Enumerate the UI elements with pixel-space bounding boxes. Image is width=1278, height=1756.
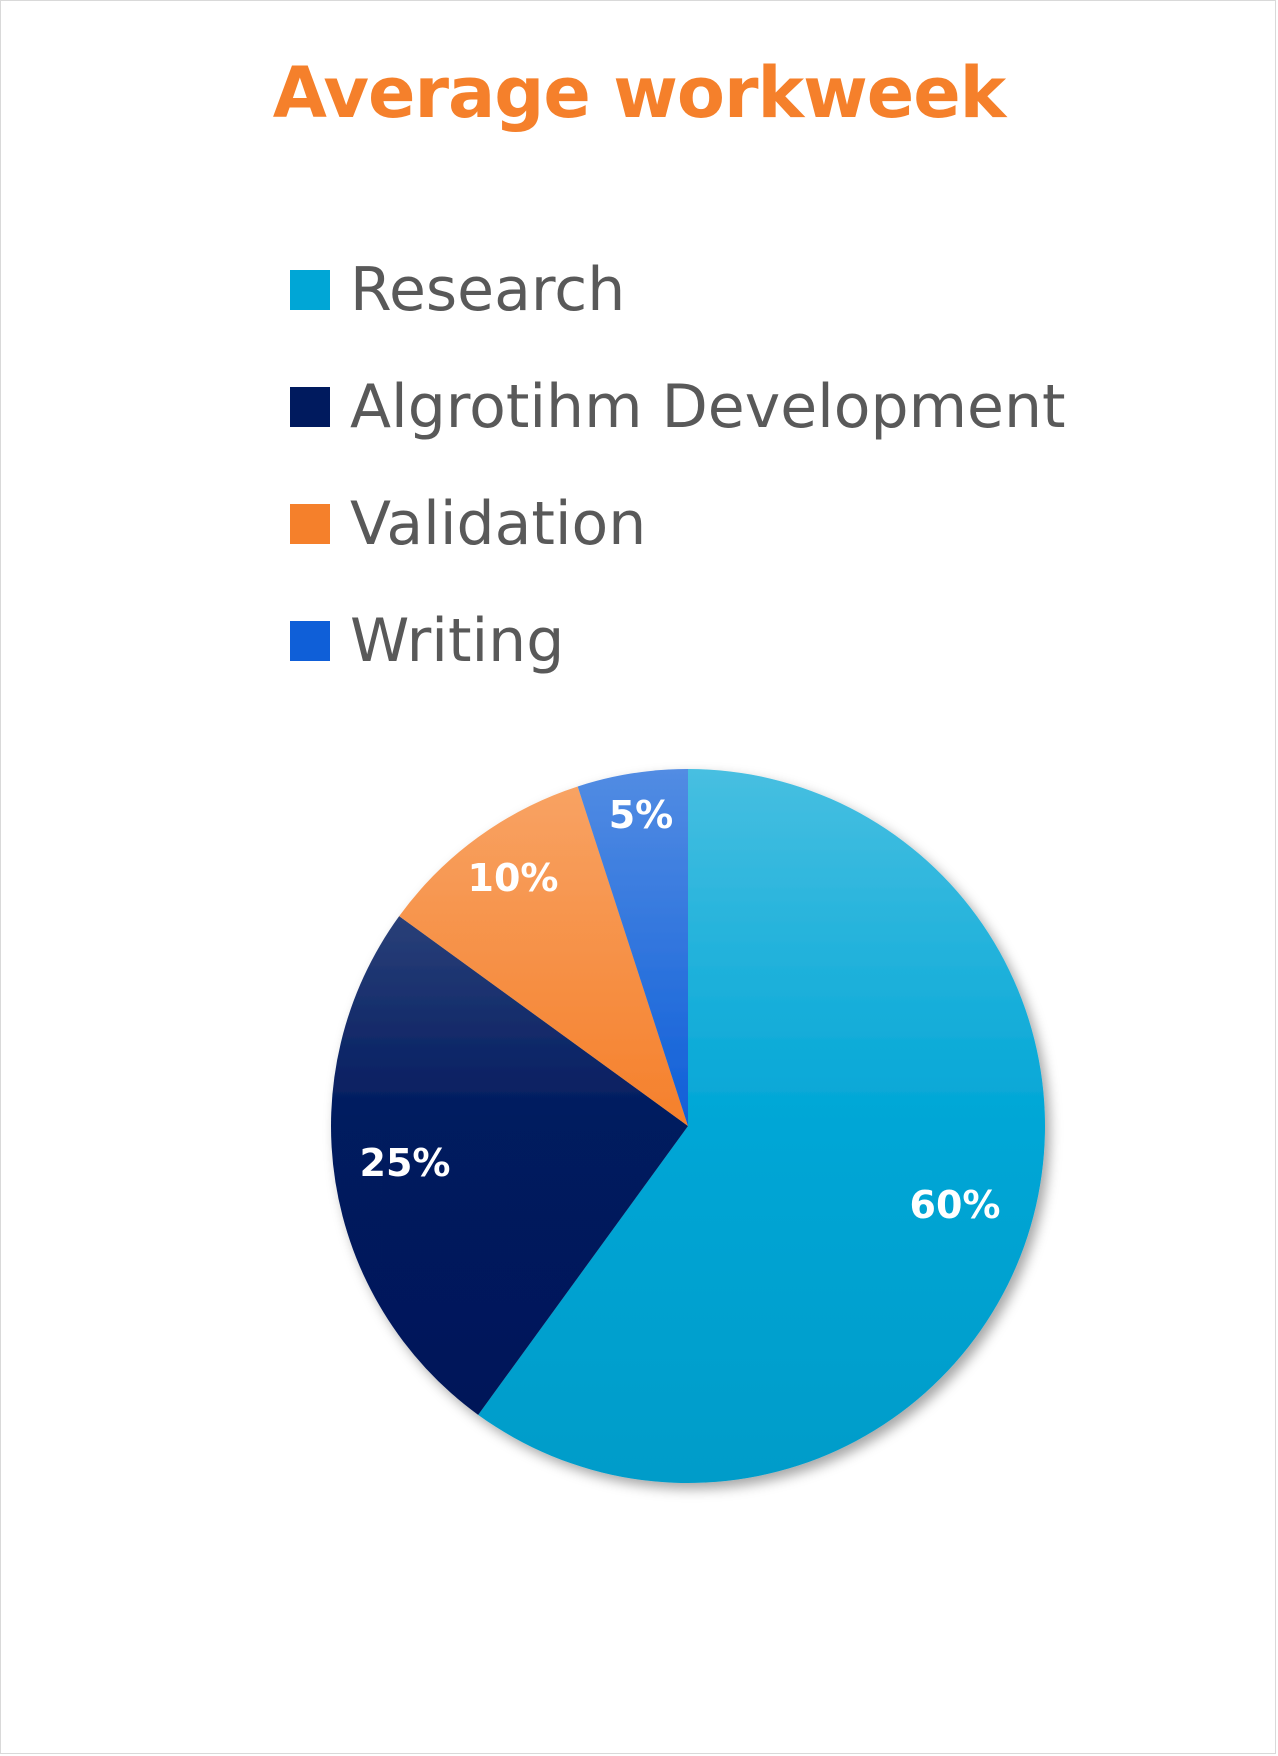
legend-item-validation: Validation bbox=[290, 484, 646, 564]
legend-swatch-research bbox=[290, 270, 330, 310]
legend-swatch-validation bbox=[290, 504, 330, 544]
pie-slice-writing bbox=[577, 769, 688, 1126]
data-label-algrotihm-development: 25% bbox=[360, 1141, 451, 1185]
legend-label-research: Research bbox=[350, 255, 626, 325]
data-label-validation: 10% bbox=[468, 856, 559, 900]
legend-label-validation: Validation bbox=[350, 489, 647, 559]
legend-item-research: Research bbox=[290, 250, 625, 330]
pie-slice-algrotihm-development bbox=[330, 916, 688, 1415]
data-label-writing: 5% bbox=[609, 793, 674, 837]
data-label-research: 60% bbox=[910, 1183, 1001, 1227]
pie-slice-validation bbox=[399, 786, 688, 1126]
legend-label-algorithm-development: Algrotihm Development bbox=[350, 372, 1066, 442]
legend-item-writing: Writing bbox=[290, 601, 564, 681]
chart-title: Average workweek bbox=[272, 52, 1007, 134]
pie-slice-research bbox=[478, 769, 1046, 1484]
legend-label-writing: Writing bbox=[350, 606, 565, 676]
legend-swatch-writing bbox=[290, 621, 330, 661]
legend-swatch-algorithm-development bbox=[290, 387, 330, 427]
legend-item-algorithm-development: Algrotihm Development bbox=[290, 367, 1066, 447]
